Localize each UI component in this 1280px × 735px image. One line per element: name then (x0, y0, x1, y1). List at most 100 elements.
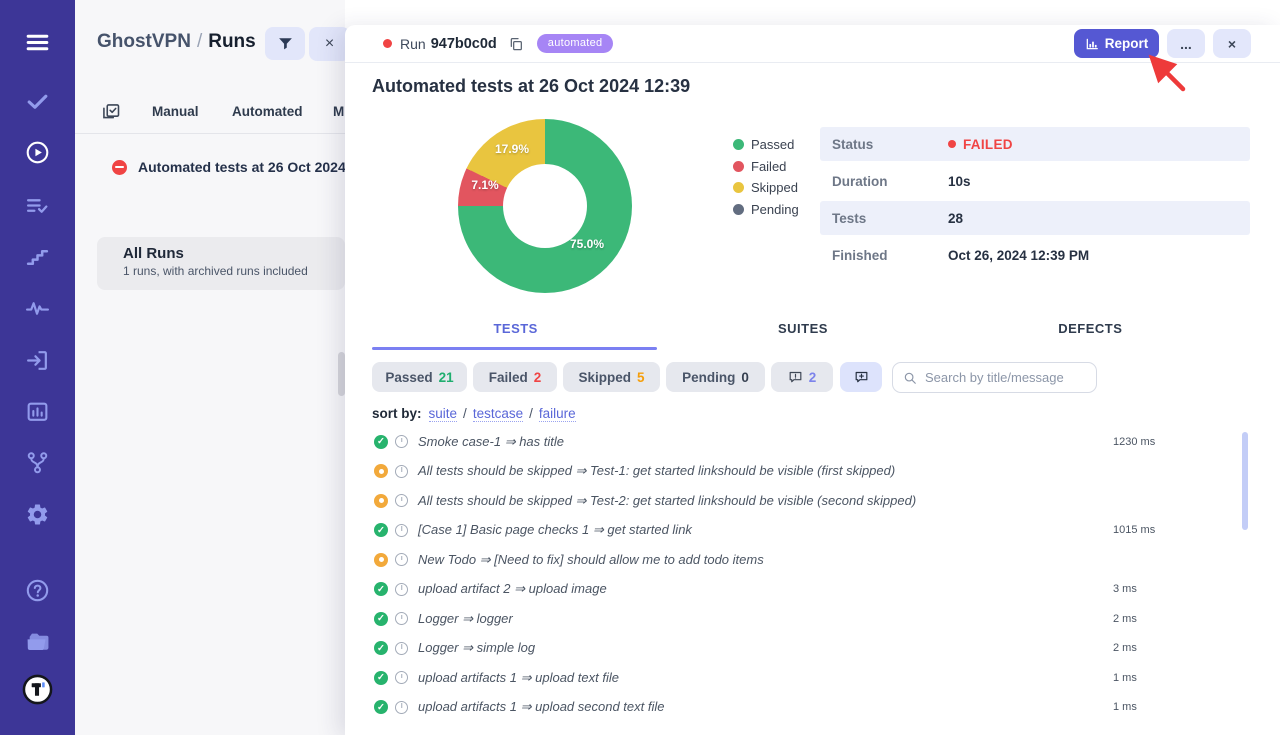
testomat-logo[interactable] (22, 674, 53, 705)
results-donut-chart[interactable] (458, 119, 632, 293)
test-title: [Case 1] Basic page checks 1 ⇒ get start… (418, 522, 692, 538)
sort-by-suite[interactable]: suite (428, 406, 458, 422)
filter-pending-button[interactable]: Pending 0 (666, 362, 765, 392)
automated-badge: automated (536, 34, 614, 53)
test-title: upload artifact 2 ⇒ upload image (418, 581, 607, 597)
test-status-icon (374, 641, 388, 656)
left-panel-scrollbar[interactable] (338, 352, 345, 396)
select-all-icon[interactable] (101, 102, 121, 122)
filter-button[interactable] (265, 27, 305, 60)
clock-icon (395, 553, 408, 567)
tests-check-icon[interactable] (25, 89, 50, 114)
run-list-item[interactable]: Automated tests at 26 Oct 2024 12:39 (112, 156, 345, 178)
comments-count: 2 (808, 369, 817, 385)
comment-icon (788, 370, 803, 385)
tab-tests[interactable]: TESTS (493, 321, 538, 336)
test-title: Logger ⇒ simple log (418, 640, 536, 656)
import-icon[interactable] (25, 348, 50, 373)
run-id: 947b0c0d (430, 35, 497, 52)
settings-gear-icon[interactable] (25, 502, 50, 527)
add-comment-icon (854, 370, 869, 385)
test-title: upload artifacts 1 ⇒ upload second text … (418, 699, 665, 715)
runs-play-icon[interactable] (25, 140, 50, 165)
legend-label: Skipped (751, 180, 798, 196)
report-button[interactable]: Report (1074, 29, 1159, 58)
test-row[interactable]: upload artifacts 1 ⇒ upload text file 1 m… (345, 663, 1280, 693)
clock-icon (395, 700, 408, 714)
tab-defects[interactable]: DEFECTS (1058, 321, 1123, 336)
filter-label: Skipped (578, 369, 631, 385)
clock-icon (395, 582, 408, 596)
test-status-icon (374, 552, 388, 567)
clock-icon (395, 435, 408, 449)
sort-separator: / (463, 406, 467, 421)
tab-suites[interactable]: SUITES (778, 321, 828, 336)
legend-item-pending[interactable]: Pending (733, 199, 799, 221)
results-tabs: TESTS SUITES DEFECTS (372, 321, 1234, 336)
test-duration: 1015 ms (1113, 524, 1156, 537)
summary-label: Tests (832, 210, 867, 226)
sort-separator: / (529, 406, 533, 421)
report-chart-icon (1085, 37, 1099, 51)
test-status-icon (374, 464, 388, 479)
summary-label: Duration (832, 173, 888, 189)
projects-folder-icon[interactable] (25, 630, 50, 655)
filter-passed-button[interactable]: Passed 21 (372, 362, 467, 392)
run-status-dot (383, 39, 392, 48)
breadcrumb-section[interactable]: Runs (208, 31, 256, 52)
menu-icon[interactable] (25, 30, 50, 55)
test-duration: 2 ms (1113, 612, 1137, 625)
filter-skipped-button[interactable]: Skipped 5 (563, 362, 660, 392)
search-input[interactable] (925, 370, 1086, 385)
legend-item-failed[interactable]: Failed (733, 156, 799, 178)
run-item-title: Automated tests at 26 Oct 2024 12:39 (138, 159, 345, 175)
summary-row-status: Status FAILED (820, 127, 1250, 161)
sort-label: sort by: (372, 406, 422, 421)
summary-value: Oct 26, 2024 12:39 PM (948, 247, 1090, 263)
test-row[interactable]: Smoke case-1 ⇒ has title 1230 ms (345, 427, 1280, 457)
legend-item-skipped[interactable]: Skipped (733, 177, 799, 199)
all-runs-card[interactable]: All Runs 1 runs, with archived runs incl… (97, 237, 345, 290)
test-results-list: Smoke case-1 ⇒ has title 1230 ms All test… (345, 427, 1280, 722)
panel-close-tab-button[interactable]: × (309, 27, 350, 61)
more-actions-button[interactable]: ... (1167, 29, 1205, 58)
help-icon[interactable] (25, 578, 50, 603)
checklist-icon[interactable] (25, 193, 50, 218)
sort-by-testcase[interactable]: testcase (472, 406, 524, 422)
legend-dot-failed (733, 160, 744, 172)
comments-filter-button[interactable]: 2 (771, 362, 833, 392)
tab-manual[interactable]: Manual (152, 104, 199, 119)
breadcrumb-project[interactable]: GhostVPN (97, 31, 191, 52)
test-row[interactable]: New Todo ⇒ [Need to fix] should allow me… (345, 545, 1280, 575)
close-run-button[interactable]: × (1213, 29, 1251, 58)
all-runs-title: All Runs (123, 245, 184, 262)
test-row[interactable]: Logger ⇒ simple log 2 ms (345, 634, 1280, 664)
steps-icon[interactable] (25, 245, 50, 270)
sort-by-failure[interactable]: failure (538, 406, 576, 422)
add-comment-button[interactable] (840, 362, 882, 392)
test-row[interactable]: upload artifacts 1 ⇒ upload second text … (345, 693, 1280, 723)
filter-failed-button[interactable]: Failed 2 (473, 362, 557, 392)
summary-row-finished: Finished Oct 26, 2024 12:39 PM (820, 238, 1250, 272)
test-row[interactable]: All tests should be skipped ⇒ Test-2: ge… (345, 486, 1280, 516)
legend-item-passed[interactable]: Passed (733, 134, 799, 156)
test-row[interactable]: [Case 1] Basic page checks 1 ⇒ get start… (345, 516, 1280, 546)
test-row[interactable]: All tests should be skipped ⇒ Test-1: ge… (345, 457, 1280, 487)
pulse-icon[interactable] (25, 296, 50, 321)
breadcrumb-separator: / (196, 31, 203, 52)
copy-icon[interactable] (508, 36, 524, 52)
slice-label-skipped: 17.9% (494, 142, 530, 156)
test-list-scrollbar[interactable] (1242, 432, 1248, 530)
test-duration: 1 ms (1113, 671, 1137, 684)
analytics-icon[interactable] (25, 399, 50, 424)
branch-icon[interactable] (25, 450, 50, 475)
filters-toolbar: Passed 21 Failed 2 Skipped 5 Pending 0 2 (345, 362, 1280, 394)
summary-value-status: FAILED (948, 137, 1013, 152)
tab-automated[interactable]: Automated (232, 104, 303, 119)
summary-row-duration: Duration 10s (820, 164, 1250, 198)
test-row[interactable]: Logger ⇒ logger 2 ms (345, 604, 1280, 634)
test-row[interactable]: upload artifact 2 ⇒ upload image 3 ms (345, 575, 1280, 605)
legend-dot-skipped (733, 182, 744, 194)
tab-mixed-truncated[interactable]: M (333, 104, 345, 119)
run-title: Automated tests at 26 Oct 2024 12:39 (372, 76, 691, 96)
